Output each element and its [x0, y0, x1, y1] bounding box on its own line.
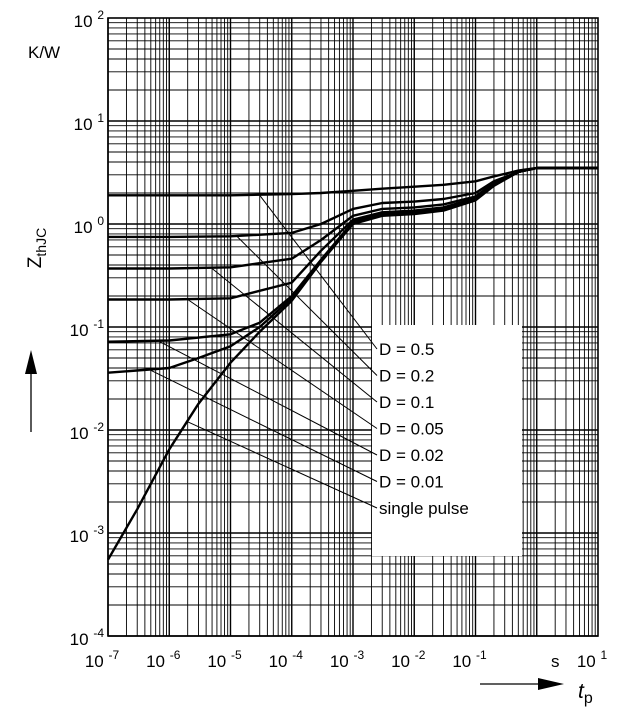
legend-leader — [211, 268, 378, 403]
svg-text:tp: tp — [578, 680, 593, 707]
y-tick-label: 10 2 — [74, 8, 105, 31]
y-axis-arrow — [25, 350, 37, 432]
x-tick-label: 10 -4 — [269, 648, 304, 671]
legend-label: D = 0.02 — [379, 446, 444, 465]
legend-background — [372, 325, 522, 556]
series-line — [108, 166, 598, 197]
y-tick-label: 10 -1 — [70, 317, 105, 340]
svg-text:ZthJC: ZthJC — [25, 228, 49, 268]
legend-box — [372, 325, 522, 556]
x-tick-label: 10 -3 — [330, 648, 365, 671]
legend-label: D = 0.2 — [379, 367, 434, 386]
x-axis-arrow — [480, 678, 564, 690]
legend-leader — [150, 369, 378, 482]
legend-label: D = 0.1 — [379, 393, 434, 412]
x-axis-title-main: t — [578, 680, 585, 703]
legend-label: D = 0.01 — [379, 473, 444, 492]
legend-label: single pulse — [379, 499, 469, 518]
curves — [106, 166, 598, 561]
legend-labels: D = 0.5 D = 0.2 D = 0.1 D = 0.05 D = 0.02 D =… — [379, 340, 469, 518]
legend-label: D = 0.5 — [379, 340, 434, 359]
x-tick-label: 10 -5 — [207, 648, 242, 671]
legend-leader-lines — [150, 194, 378, 509]
series-line — [106, 166, 598, 561]
x-tick-label: 10 -6 — [146, 648, 181, 671]
x-tick-label: 10 -1 — [452, 648, 487, 671]
y-tick-label: 10 0 — [74, 214, 105, 237]
x-tick-label: 10 1 — [577, 648, 608, 671]
x-tick-label: 10 -7 — [85, 648, 120, 671]
plot-frame — [107, 17, 599, 637]
y-axis-title: ZthJC — [25, 228, 49, 268]
legend-leader — [259, 194, 378, 350]
y-tick-label: 10 -2 — [70, 420, 105, 443]
y-tick-label: 10 -4 — [70, 626, 105, 649]
legend-leader — [237, 236, 378, 376]
legend-label: D = 0.05 — [379, 420, 444, 439]
y-tick-label: 10 -3 — [70, 523, 105, 546]
y-tick-label: 10 1 — [74, 111, 105, 134]
x-axis-title-sub: p — [584, 690, 593, 707]
legend-leader — [159, 341, 378, 456]
legend-leader — [187, 299, 378, 429]
y-axis-title-sub: thJC — [33, 228, 49, 257]
legend-leader — [187, 421, 378, 509]
x-unit-label: s — [551, 652, 560, 671]
grid-lines — [107, 17, 599, 637]
tick-labels: 10 -7 10 -6 10 -5 10 -4 10 -3 10 -2 10 -1 10 1 1… — [70, 8, 608, 671]
y-unit-label: K/W — [28, 43, 60, 62]
y-axis-title-main: Z — [25, 256, 46, 268]
x-tick-label: 10 -2 — [391, 648, 426, 671]
x-axis-title: tp — [578, 680, 593, 707]
